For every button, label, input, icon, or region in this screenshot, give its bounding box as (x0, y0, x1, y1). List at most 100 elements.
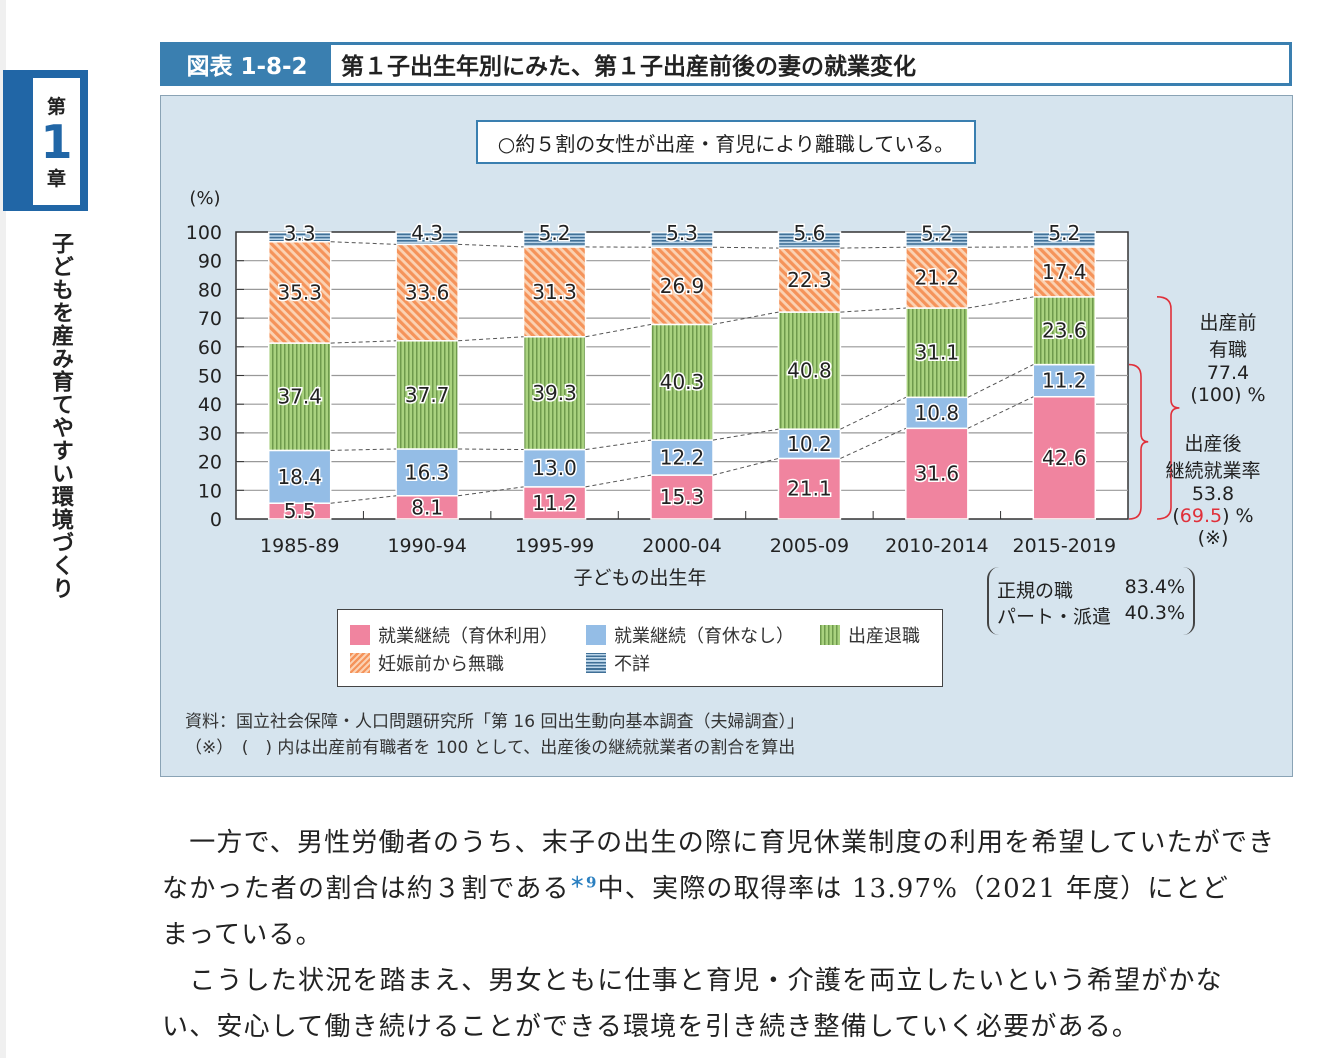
data-label: 11.2 (1042, 369, 1087, 393)
data-label: 12.2 (660, 446, 705, 470)
x-tick-label: 1990-94 (387, 535, 466, 557)
annotation-after: 出産後 継続就業率 53.8 (69.5) % (※) (1153, 429, 1273, 549)
legend-swatch (350, 625, 370, 645)
body-paragraph-1-line-3: まっている。 (162, 920, 323, 950)
y-tick-label: 30 (198, 423, 222, 445)
text: 中、実際の取得率は 13.97%（2021 年度）にとど (597, 874, 1230, 904)
data-label: 23.6 (1042, 319, 1087, 343)
connector-line (840, 246, 906, 249)
data-label: 11.2 (532, 491, 577, 515)
data-label: 5.5 (284, 499, 316, 523)
text: なかった者の割合は約３割である (162, 874, 570, 904)
connector-line (840, 427, 907, 459)
annotation-after-value: 53.8 (1191, 483, 1235, 505)
connector-line (330, 241, 397, 245)
data-label: 5.6 (794, 221, 826, 245)
connector-line (967, 364, 1034, 398)
legend-item: 不詳 (586, 650, 650, 676)
x-tick-label: 2005-09 (770, 535, 849, 557)
connector-line (458, 243, 524, 248)
chapter-number: 1 (40, 114, 73, 169)
data-label: 21.1 (787, 477, 832, 501)
data-label: 5.2 (539, 221, 571, 245)
data-label: 31.3 (532, 280, 577, 304)
data-label: 5.3 (666, 221, 698, 245)
legend-swatch (586, 625, 606, 645)
footnote-link[interactable]: ＊9 (569, 873, 598, 892)
bar-segment (905, 231, 969, 248)
legend-label: 妊娠前から無職 (378, 654, 504, 675)
x-tick-label: 1985-89 (260, 535, 339, 557)
legend-item: 就業継続（育休利用） (350, 622, 558, 648)
chapter-label: 第 1 章 (33, 78, 80, 205)
brace-continued-employment (1128, 363, 1149, 520)
y-tick-label: 70 (198, 308, 222, 330)
employment-label: パート・派遣 (997, 606, 1112, 628)
bar-segment (522, 231, 587, 248)
legend-swatch (586, 653, 606, 673)
annotation-before-label2: 有職 (1208, 339, 1247, 361)
bar-segment (395, 340, 459, 450)
y-axis-label: (%) (189, 188, 220, 209)
data-label: 37.7 (405, 383, 450, 407)
bar-segment (522, 246, 587, 338)
body-paragraph-2-line-2: い、安心して働き続けることができる環境を引き続き整備していく必要がある。 (162, 1012, 1140, 1042)
annotation-before-index: (100) % (1168, 384, 1288, 406)
bar-segment (395, 243, 459, 342)
data-label: 13.0 (532, 456, 577, 480)
x-axis-label: 子どもの出生年 (573, 567, 706, 589)
x-tick-label: 2015-2019 (1012, 535, 1116, 557)
bar-segment (777, 457, 842, 520)
bar-segment (650, 474, 714, 520)
data-label: 26.9 (660, 274, 705, 298)
y-tick-label: 50 (198, 366, 222, 388)
data-label: 31.6 (915, 462, 960, 486)
bar-segment (905, 307, 969, 399)
body-paragraph-1-line-1: 一方で、男性労働者のうち、末子の出生の際に育児休業制度の利用を希望していたができ (162, 828, 1276, 858)
legend-item: 就業継続（育休なし） (586, 622, 794, 648)
legend-item: 妊娠前から無職 (350, 650, 504, 676)
connector-line (840, 307, 906, 313)
connector-line (458, 336, 524, 342)
bar-segment (905, 246, 969, 309)
y-tick-label: 100 (186, 222, 222, 244)
employment-label: 正規の職 (997, 580, 1074, 602)
bar-segment (650, 231, 714, 248)
x-tick-label: 1995-99 (515, 535, 594, 557)
bar-segment (905, 427, 969, 520)
x-tick-label: 2000-04 (642, 535, 721, 557)
data-label: 8.1 (411, 495, 443, 519)
paren-unit: ) % (1222, 505, 1254, 527)
employment-type-box: 正規の職 83.4% パート・派遣 40.3% (987, 567, 1195, 635)
chart-legend: 就業継続（育休利用） 就業継続（育休なし） 出産退職 妊娠前から無職 不詳 (337, 609, 943, 687)
connector-line (458, 448, 524, 451)
y-tick-label: 0 (210, 509, 222, 531)
y-tick-label: 20 (198, 452, 222, 474)
data-label: 42.6 (1042, 446, 1087, 470)
connector-line (967, 396, 1034, 429)
index-value: 69.5 (1179, 505, 1223, 527)
annotation-before-value: 77.4 (1206, 362, 1250, 384)
data-label: 40.8 (787, 359, 832, 383)
annotation-after-note: (※) (1197, 527, 1229, 549)
data-label: 22.3 (787, 268, 832, 292)
figure-header: 図表 1-8-2 第１子出生年別にみた、第１子出産前後の妻の就業変化 (160, 42, 1292, 86)
y-tick-label: 40 (198, 394, 222, 416)
bar-segment (1032, 246, 1097, 298)
data-label: 40.3 (660, 370, 705, 394)
index-value: 100 (1197, 384, 1235, 406)
bar-segment (395, 231, 459, 246)
connector-line (330, 495, 397, 504)
data-label: 5.2 (921, 221, 953, 245)
data-label: 4.3 (411, 221, 443, 245)
data-label: 5.2 (1048, 221, 1080, 245)
x-tick-label: 2010-2014 (885, 535, 989, 557)
bar-segment (1032, 231, 1097, 248)
bar-segment (777, 428, 842, 460)
paren-unit: ) % (1234, 384, 1266, 406)
annotation-before-label1: 出産前 (1199, 312, 1257, 334)
y-tick-label: 90 (198, 251, 222, 273)
brace-before-employed (1156, 296, 1180, 520)
data-label: 37.4 (277, 385, 322, 409)
annotation-before: 出産前 有職 77.4 (100) % (1168, 308, 1288, 406)
